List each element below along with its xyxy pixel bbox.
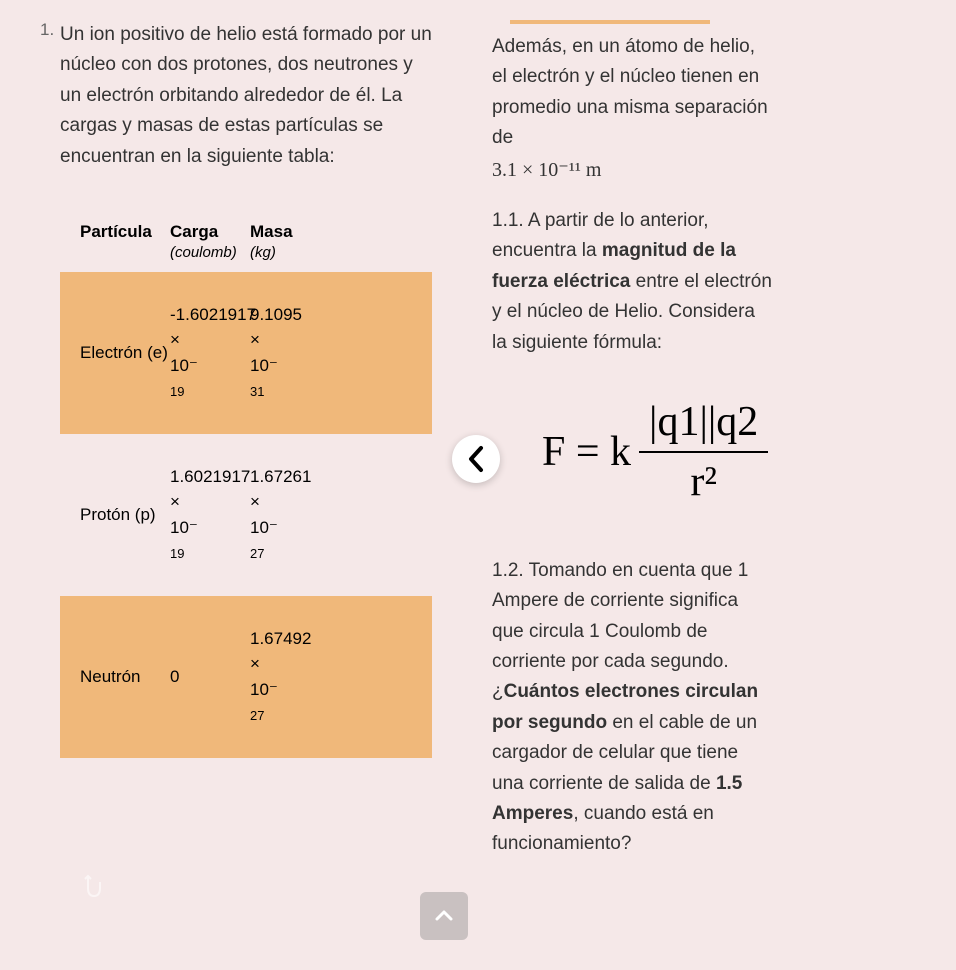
list-number: 1. [40, 20, 54, 40]
chevron-left-icon [466, 445, 486, 473]
particle-table: Partícula Carga (coulomb) Masa (kg) Elec… [60, 212, 432, 758]
particle-mass: 1.67261×10⁻27 [250, 464, 330, 566]
scroll-hint-icon [82, 874, 104, 902]
right-para1: Además, en un átomo de helio, el electró… [492, 32, 772, 186]
particle-charge: -1.6021917×10⁻19 [170, 302, 250, 404]
header-charge-unit: (coulomb) [170, 244, 237, 261]
formula-numerator: |q1||q2 [639, 398, 768, 453]
table-row: Electrón (e)-1.6021917×10⁻199.1095×10⁻31 [60, 272, 432, 434]
chevron-up-icon [434, 906, 454, 926]
header-charge-label: Carga [170, 222, 218, 241]
orange-accent-bar [510, 20, 710, 24]
formula-block: F = k |q1||q2 r² [542, 398, 956, 506]
table-header: Partícula Carga (coulomb) Masa (kg) [60, 212, 432, 272]
question-1-2: 1.2. Tomando en cuenta que 1 Ampere de c… [492, 556, 772, 860]
left-column: 1. Un ion positivo de helio está formado… [0, 0, 462, 970]
header-mass-unit: (kg) [250, 244, 276, 261]
formula-fraction: |q1||q2 r² [639, 398, 768, 506]
header-charge: Carga (coulomb) [170, 222, 250, 262]
particle-name: Electrón (e) [80, 340, 170, 366]
formula-denominator: r² [690, 453, 717, 506]
particle-charge: 1.6021917×10⁻19 [170, 464, 250, 566]
particle-mass: 9.1095×10⁻31 [250, 302, 330, 404]
para1-math: 3.1 × 10⁻¹¹ m [492, 159, 601, 181]
header-particle: Partícula [80, 222, 170, 262]
header-mass: Masa (kg) [250, 222, 330, 262]
formula-lhs: F = k [542, 428, 631, 476]
prev-page-button[interactable] [452, 435, 500, 483]
scroll-to-top-button[interactable] [420, 892, 468, 940]
particle-name: Protón (p) [80, 502, 170, 528]
particle-name: Neutrón [80, 664, 170, 690]
intro-text: Un ion positivo de helio está formado po… [60, 20, 432, 172]
particle-charge: 0 [170, 664, 250, 690]
header-mass-label: Masa [250, 222, 293, 241]
table-body: Electrón (e)-1.6021917×10⁻199.1095×10⁻31… [60, 272, 432, 758]
table-row: Protón (p)1.6021917×10⁻191.67261×10⁻27 [60, 434, 432, 596]
right-column: Además, en un átomo de helio, el electró… [462, 0, 956, 970]
table-row: Neutrón01.67492×10⁻27 [60, 596, 432, 758]
question-1-1: 1.1. A partir de lo anterior, encuentra … [492, 206, 772, 358]
particle-mass: 1.67492×10⁻27 [250, 626, 330, 728]
para1-text-a: Además, en un átomo de helio, el electró… [492, 36, 768, 148]
